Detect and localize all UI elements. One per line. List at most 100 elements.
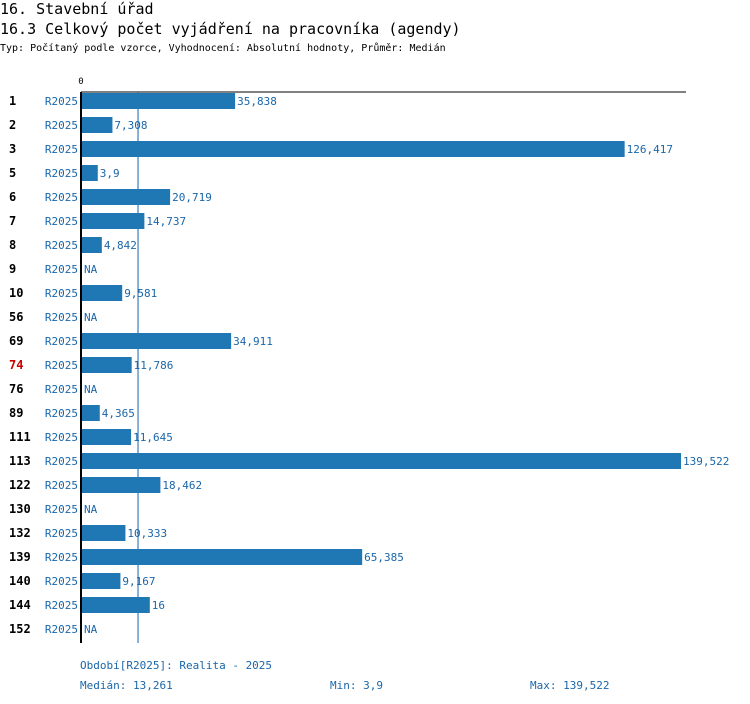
bar (81, 93, 236, 109)
series-label: R2025 (45, 143, 78, 156)
series-label: R2025 (45, 551, 78, 564)
value-label: NA (84, 383, 98, 396)
category-label: 140 (9, 574, 31, 588)
meta-type-label: Typ: (0, 43, 25, 54)
value-label: 9,167 (122, 575, 155, 588)
value-label: 126,417 (627, 143, 673, 156)
series-label: R2025 (45, 359, 78, 372)
bar (81, 549, 363, 565)
category-label: 1 (9, 94, 16, 108)
series-label: R2025 (45, 239, 78, 252)
meta-avg-label: Průměr: (361, 43, 404, 54)
series-label: R2025 (45, 479, 78, 492)
value-label: NA (84, 263, 98, 276)
category-label: 130 (9, 502, 31, 516)
series-label: R2025 (45, 503, 78, 516)
series-label: R2025 (45, 95, 78, 108)
bar (81, 429, 132, 445)
series-label: R2025 (45, 263, 78, 276)
bar (81, 189, 171, 205)
category-label: 9 (9, 262, 16, 276)
value-label: 4,365 (102, 407, 135, 420)
series-label: R2025 (45, 383, 78, 396)
chart-meta: Typ: Počítaný podle vzorce, Vyhodnocení:… (0, 43, 446, 54)
series-label: R2025 (45, 575, 78, 588)
bar (81, 573, 121, 589)
value-label: NA (84, 311, 98, 324)
value-label: 16 (152, 599, 165, 612)
bar (81, 333, 232, 349)
meta-eval: Absolutní hodnoty (246, 43, 350, 54)
value-label: 4,842 (104, 239, 137, 252)
bar (81, 357, 132, 373)
category-label: 74 (9, 358, 23, 372)
series-label: R2025 (45, 335, 78, 348)
value-label: 35,838 (237, 95, 277, 108)
category-label: 144 (9, 598, 31, 612)
x-axis-zero-label: 0 (78, 77, 83, 87)
value-label: 65,385 (364, 551, 404, 564)
category-label: 132 (9, 526, 31, 540)
value-label: 139,522 (683, 455, 729, 468)
series-label: R2025 (45, 311, 78, 324)
value-label: 7,308 (114, 119, 147, 132)
series-label: R2025 (45, 623, 78, 636)
series-label: R2025 (45, 527, 78, 540)
bar (81, 237, 102, 253)
footer-max: Max: 139,522 (530, 679, 610, 692)
category-label: 8 (9, 238, 16, 252)
category-label: 113 (9, 454, 31, 468)
category-label: 5 (9, 166, 16, 180)
series-label: R2025 (45, 407, 78, 420)
value-label: 11,786 (134, 359, 174, 372)
value-label: 14,737 (146, 215, 186, 228)
footer-stats: Medián: 13,261 Min: 3,9 Max: 139,522 (80, 679, 740, 695)
series-label: R2025 (45, 215, 78, 228)
bar (81, 525, 126, 541)
series-label: R2025 (45, 167, 78, 180)
value-label: 34,911 (233, 335, 273, 348)
category-label: 152 (9, 622, 31, 636)
meta-eval-label: Vyhodnocení: (168, 43, 241, 54)
bar (81, 405, 100, 421)
bar (81, 213, 145, 229)
value-label: 10,333 (127, 527, 167, 540)
category-label: 89 (9, 406, 23, 420)
bar (81, 285, 123, 301)
bar (81, 117, 113, 133)
value-label: 9,581 (124, 287, 157, 300)
meta-avg: Medián (409, 43, 446, 54)
series-label: R2025 (45, 455, 78, 468)
category-label: 2 (9, 118, 16, 132)
page-title: 16. Stavební úřad (0, 0, 154, 18)
value-label: 11,645 (133, 431, 173, 444)
category-label: 6 (9, 190, 16, 204)
series-label: R2025 (45, 431, 78, 444)
meta-type: Počítaný podle vzorce (30, 43, 157, 54)
chart-title: 16.3 Celkový počet vyjádření na pracovní… (0, 20, 461, 38)
category-label: 76 (9, 382, 23, 396)
category-label: 69 (9, 334, 23, 348)
category-label: 122 (9, 478, 31, 492)
value-label: 18,462 (162, 479, 202, 492)
bar (81, 453, 681, 469)
series-label: R2025 (45, 119, 78, 132)
footer-median: Medián: 13,261 (80, 679, 173, 692)
value-label: NA (84, 623, 98, 636)
footer-period: Období[R2025]: Realita - 2025 (80, 659, 273, 672)
bar (81, 141, 625, 157)
value-label: NA (84, 503, 98, 516)
bar (81, 597, 150, 613)
category-label: 3 (9, 142, 16, 156)
value-label: 3,9 (100, 167, 120, 180)
category-label: 56 (9, 310, 23, 324)
series-label: R2025 (45, 287, 78, 300)
value-label: 20,719 (172, 191, 212, 204)
category-label: 7 (9, 214, 16, 228)
series-label: R2025 (45, 599, 78, 612)
category-label: 139 (9, 550, 31, 564)
bar (81, 165, 98, 181)
category-label: 10 (9, 286, 23, 300)
bar (81, 477, 161, 493)
